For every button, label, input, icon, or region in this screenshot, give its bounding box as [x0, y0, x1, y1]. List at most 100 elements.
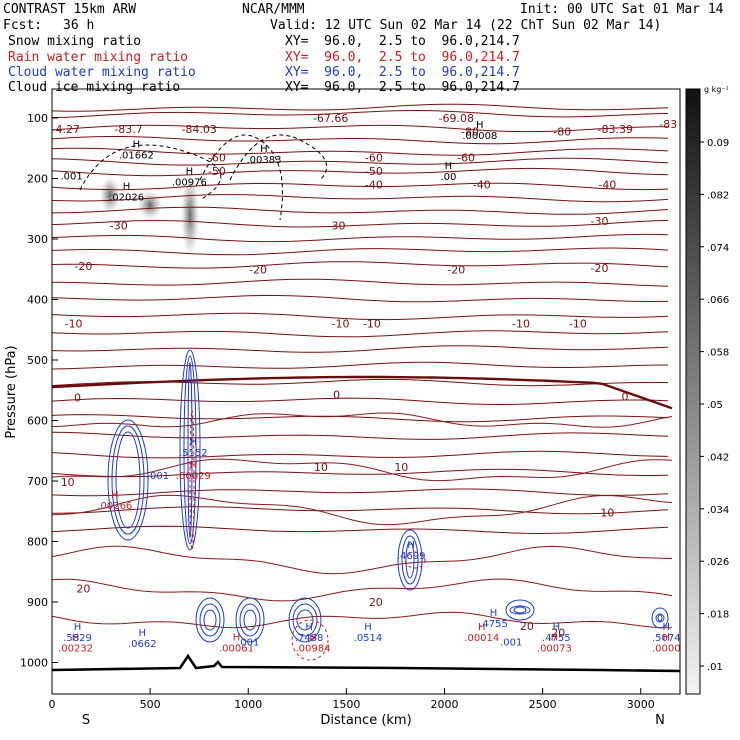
isotherm-label: 10 [61, 476, 75, 489]
cloud-water-contour [239, 603, 261, 637]
extremum-value: .0514 [354, 633, 383, 644]
extremum-kind: H [662, 622, 670, 633]
cloud-water-contour [292, 603, 318, 637]
y-tick-label: 1000 [20, 657, 48, 670]
init-time: Init: 00 UTC Sat 01 Mar 14 [520, 2, 724, 17]
extremum-marker: .001 [237, 637, 259, 648]
field-snow-name: Snow mixing ratio [8, 34, 142, 49]
extremum-value: .00984 [296, 643, 331, 654]
isotherm-line [51, 295, 669, 303]
isotherm-line [51, 330, 669, 338]
isotherm-line [51, 124, 668, 133]
cloud-water-contour [235, 597, 265, 643]
isotherm-line [51, 157, 669, 166]
rain-contour [404, 551, 426, 569]
plot-frame [51, 88, 681, 695]
isotherm-line [51, 261, 669, 269]
extremum-marker: H.0662 [128, 628, 157, 650]
isotherm-label: -60 [365, 151, 383, 164]
isotherm-label: -50 [208, 165, 226, 178]
valid-time: Valid: 12 UTC Sun 02 Mar 14 (22 ChT Sun … [270, 18, 662, 33]
isotherm-line [51, 219, 669, 228]
isotherm-label: -30 [110, 220, 128, 233]
extremum-value: .00029 [176, 471, 211, 482]
extremum-value: .001 [147, 471, 169, 482]
extremum-kind: H [139, 628, 147, 639]
extremum-value: .5074 [652, 633, 681, 644]
extremum-kind: H [364, 622, 372, 633]
cloud-water-contour [513, 606, 527, 614]
extremum-kind: H [476, 120, 484, 131]
isotherm-line [51, 611, 672, 629]
x-tick-label: 2500 [529, 698, 557, 711]
x-tick-label: 2000 [431, 698, 459, 711]
cloud-water-contour [401, 535, 419, 585]
isotherm-line [51, 194, 669, 203]
extremum-value: .00 [440, 172, 456, 183]
isotherm-line [51, 182, 669, 191]
isotherm-line [51, 167, 669, 177]
terrain-line [51, 653, 681, 673]
isotherm-line [51, 506, 669, 515]
extremum-kind: H [305, 622, 313, 633]
model-title: CONTRAST 15km ARW [3, 2, 137, 17]
extremum-marker: H.5152 [179, 437, 208, 459]
cloud-water-contour [243, 609, 257, 631]
isotherm-label: -40 [365, 179, 383, 192]
extremum-value: .4699 [397, 551, 426, 562]
isotherm-label: -40 [473, 179, 491, 192]
extremum-marker: H.00266 [97, 490, 132, 512]
x-tick-label: 500 [140, 698, 161, 711]
extremum-value: .4755 [479, 619, 508, 630]
extremum-marker: H.01662 [119, 139, 154, 161]
isotherm-line [51, 147, 669, 156]
field-cloudice-name: Cloud ice mixing ratio [8, 80, 181, 95]
extremum-kind: H [186, 167, 194, 178]
cloud-water-contour [651, 607, 669, 629]
isotherm-label: -20 [249, 263, 267, 276]
org-label: NCAR/MMM [242, 2, 305, 17]
isotherm-label: 0 [622, 390, 629, 403]
direction-south: S [82, 713, 90, 728]
isotherm-line [51, 361, 669, 370]
fcst-value: 36 h [63, 18, 95, 33]
cloud-water-contour [115, 431, 141, 529]
cloud-water-contour [288, 597, 322, 643]
colorbar-tick-label: .01 [707, 662, 723, 673]
field-cloudwater-name: Cloud water mixing ratio [8, 65, 196, 80]
isotherm-label: -69.08 [439, 112, 474, 125]
field-snow-xy: XY= 96.0, 2.5 to 96.0,214.7 [285, 34, 520, 49]
colorbar-tick-label: .066 [707, 295, 729, 306]
extremum-value: .01662 [119, 150, 154, 161]
cloud-water-contour [107, 419, 149, 541]
extremum-kind: H [190, 437, 198, 448]
isotherm-line [51, 206, 669, 215]
colorbar-tick-label: .042 [707, 452, 729, 463]
isotherm-label: -30 [328, 220, 346, 233]
colorbar-ramp [685, 88, 701, 695]
x-axis-label: Distance (km) [320, 713, 411, 728]
extremum-value: .00073 [537, 643, 572, 654]
cloud-ice-contour [79, 144, 222, 201]
cloud-water-contour [111, 425, 145, 535]
cloud-ice-contour [229, 134, 328, 181]
zero-isotherm [51, 375, 673, 410]
cloud-water-contour [195, 597, 225, 643]
extremum-value: .00266 [97, 501, 132, 512]
extremum-value: .00014 [464, 633, 499, 644]
field-cloudice-xy: XY= 96.0, 2.5 to 96.0,214.7 [285, 80, 520, 95]
isotherm-label: 0 [74, 392, 81, 405]
extremum-value: .0000 [652, 643, 681, 654]
isotherm-line [51, 458, 673, 482]
extremum-value: .00976 [172, 178, 207, 189]
extremum-value: .00061 [219, 643, 254, 654]
isotherm-label: 10 [394, 461, 408, 474]
y-tick-label: 200 [27, 173, 48, 186]
y-axis-label: Pressure (hPa) [4, 345, 19, 438]
isotherm-label: 0 [333, 388, 340, 401]
isotherm-label: -83 [659, 118, 677, 131]
extremum-marker: H.4755 [479, 608, 508, 630]
isotherm-label: -20 [447, 263, 465, 276]
isotherm-line [51, 450, 669, 459]
isotherm-line [51, 414, 669, 423]
